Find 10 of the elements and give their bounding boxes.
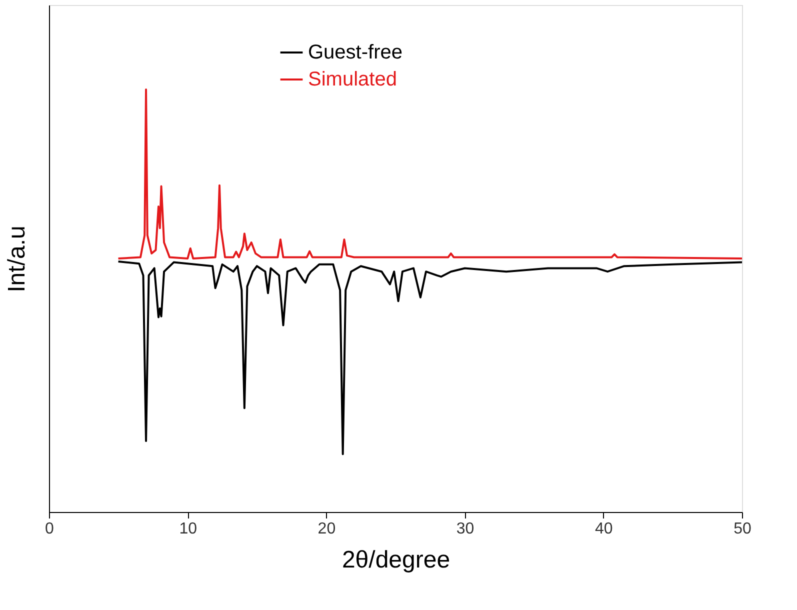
y-axis-title: Int/a.u (4, 226, 30, 292)
x-tick-label: 40 (595, 520, 613, 538)
x-tick-label: 0 (45, 520, 54, 538)
x-tick-label: 10 (179, 520, 198, 538)
x-tick-label: 30 (456, 520, 474, 538)
legend-label: Guest-free (308, 42, 402, 64)
legend-label: Simulated (308, 68, 397, 90)
x-tick-label: 20 (318, 520, 336, 538)
x-axis-title: 2θ/degree (342, 546, 450, 574)
x-tick-label: 50 (734, 520, 752, 538)
